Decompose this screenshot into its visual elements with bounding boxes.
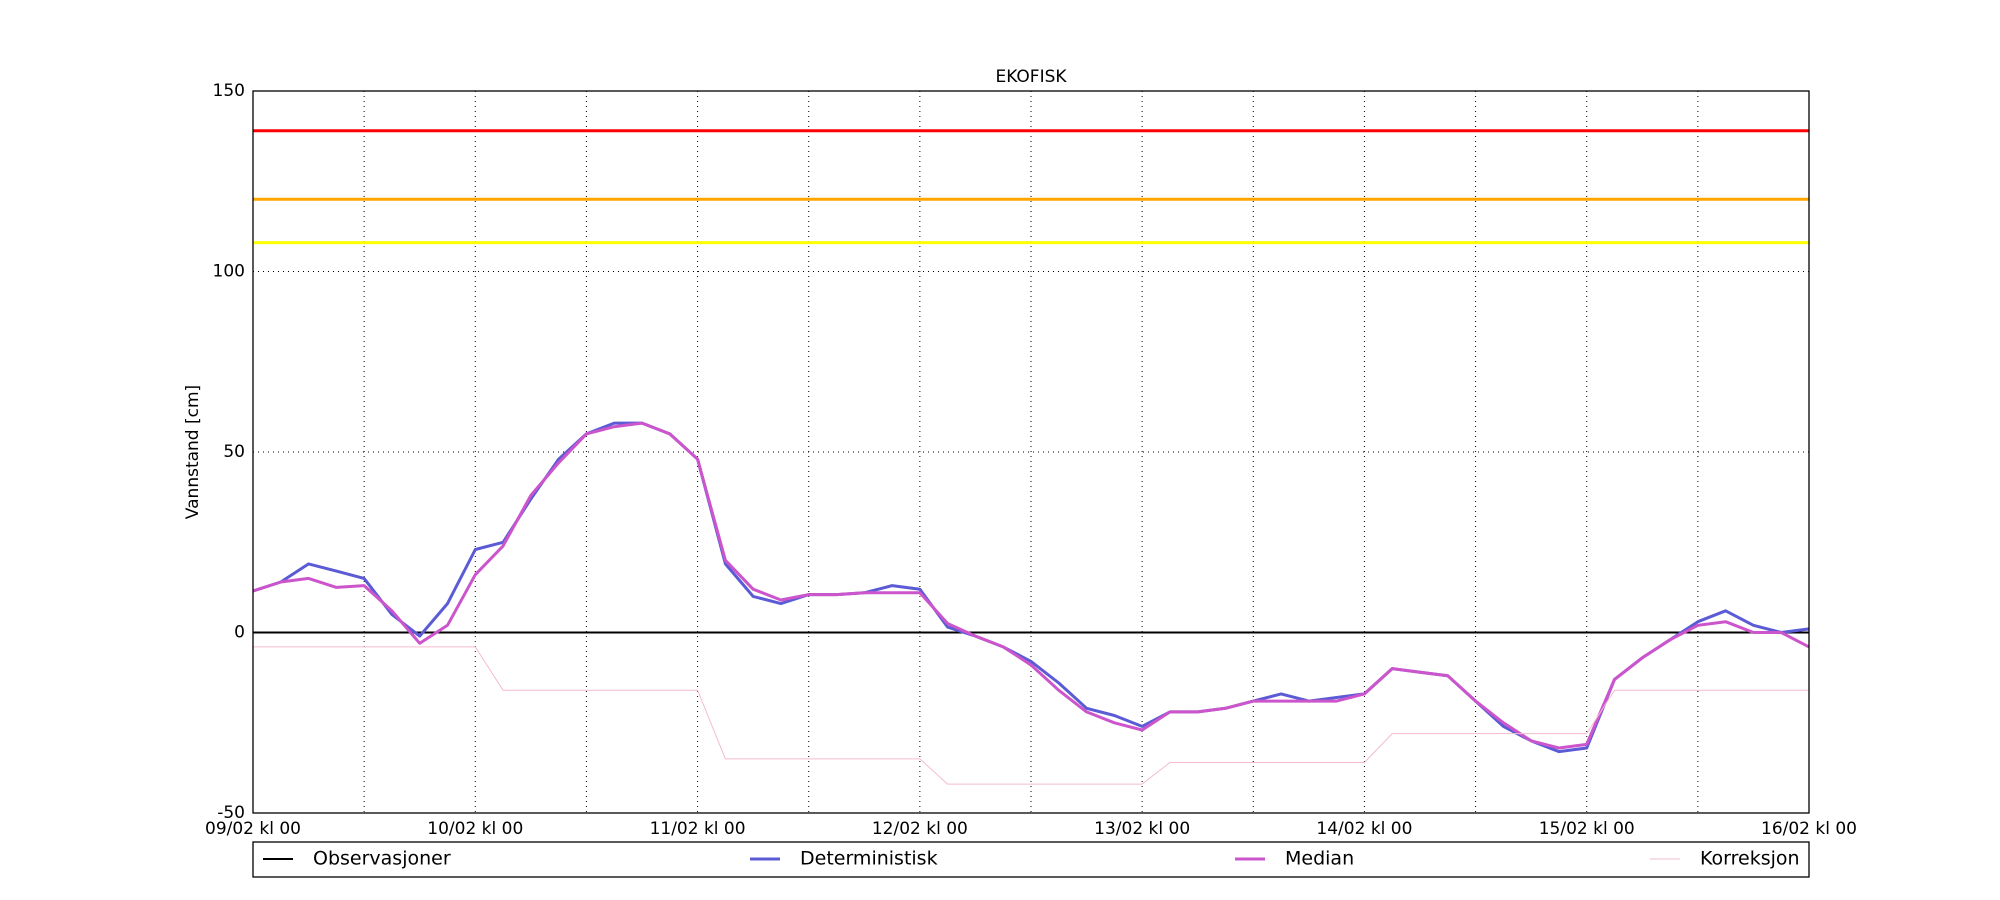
y-tick-label: 0 <box>234 623 245 643</box>
legend-label: Deterministisk <box>800 848 938 870</box>
y-tick-label: 50 <box>223 442 245 462</box>
y-tick-label: -50 <box>217 803 245 823</box>
series-line <box>253 646 1809 785</box>
y-tick-label: 100 <box>213 262 245 282</box>
y-axis-label: Vannstand [cm] <box>183 385 203 519</box>
series-line <box>252 421 1810 750</box>
x-tick-label: 12/02 kl 00 <box>872 819 968 839</box>
x-tick-label: 11/02 kl 00 <box>650 819 746 839</box>
x-tick-label: 14/02 kl 00 <box>1316 819 1412 839</box>
x-tick-label: 10/02 kl 00 <box>427 819 523 839</box>
x-tick-label: 15/02 kl 00 <box>1539 819 1635 839</box>
series-line <box>252 421 1810 754</box>
legend-label: Median <box>1285 848 1354 870</box>
legend-box <box>252 841 1810 878</box>
y-tick-label: 150 <box>213 81 245 101</box>
plot-frame <box>252 90 1810 814</box>
x-tick-label: 09/02 kl 00 <box>205 819 301 839</box>
chart-title: EKOFISK <box>995 67 1067 87</box>
legend-label: Korreksjon <box>1700 848 1800 870</box>
x-tick-label: 16/02 kl 00 <box>1761 819 1857 839</box>
legend-label: Observasjoner <box>313 848 451 870</box>
x-tick-label: 13/02 kl 00 <box>1094 819 1190 839</box>
